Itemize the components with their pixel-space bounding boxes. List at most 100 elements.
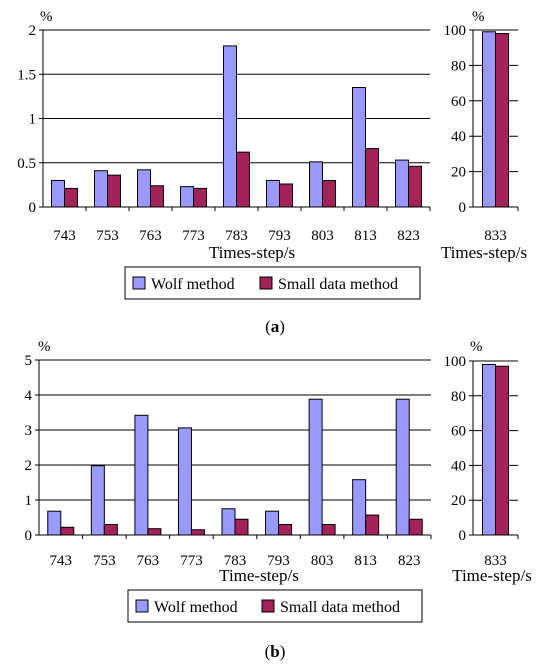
a-main-bar-wolf — [352, 87, 366, 208]
legend-a-wolf-swatch — [132, 276, 146, 290]
a-main-bar-small — [236, 151, 250, 208]
a-main-category-label: 753 — [96, 228, 119, 244]
b-main-bar-wolf — [395, 398, 410, 536]
b-main-ytick-label: 4 — [25, 388, 33, 404]
b-main-category-label: 773 — [180, 553, 203, 569]
a-main-bar-small — [279, 183, 293, 208]
a-main-bar-wolf — [309, 161, 323, 208]
caption-a-text: (a) — [265, 317, 285, 336]
a-main-category-label: 773 — [182, 228, 205, 244]
legend-b-small-label: Small data method — [280, 599, 400, 616]
legend-a-small-label: Small data method — [278, 276, 398, 293]
legend-b: Wolf method Small data method — [127, 589, 423, 623]
caption-a-text-letter: a — [271, 317, 280, 336]
caption-a-text-open: ( — [265, 317, 271, 336]
caption-b-text: (b) — [265, 642, 286, 661]
b-main-x-axis-label: Time-step/s — [219, 566, 299, 585]
caption-b-text-letter: b — [270, 642, 279, 661]
b-main-bar-wolf — [352, 479, 367, 536]
b-main-category-label: 793 — [267, 553, 290, 569]
b-main-category-label: 813 — [354, 553, 377, 569]
a-main-x-axis-label: Times-step/s — [209, 243, 295, 262]
a-inset-bar-small — [495, 33, 509, 208]
panel-a-main-chart: 0 0.5 1 1.5 2% 743 753 763 773 783 793 803 813 823 Tim… — [17, 9, 431, 262]
b-main-category-label: 823 — [398, 553, 421, 569]
legend-a-wolf-label: Wolf method — [151, 276, 235, 293]
b-inset-ytick-label: 100 — [444, 354, 467, 370]
legend-a: Wolf method Small data method — [124, 266, 421, 300]
b-main-bar-small — [147, 528, 162, 536]
b-main-bar-small — [103, 524, 118, 536]
b-inset-ytick-label: 60 — [451, 424, 466, 440]
a-main-ytick-label: 0.5 — [17, 156, 36, 172]
caption-b: (b) — [265, 642, 286, 661]
b-inset-ytick-label: 40 — [451, 458, 466, 474]
a-inset-x-axis-label: Times-step/s — [441, 243, 527, 262]
a-main-category-label: 813 — [354, 228, 377, 244]
a-main-ytick-label: 2 — [29, 23, 37, 39]
a-main-bar-wolf — [180, 186, 194, 208]
a-inset-ytick-label: 100 — [444, 23, 467, 39]
b-inset-bar-small — [495, 365, 509, 536]
b-main-ytick-label: 5 — [25, 353, 33, 369]
a-main-bar-small — [64, 187, 78, 208]
a-main-bar-small — [107, 174, 121, 208]
b-inset-category-label: 833 — [484, 553, 507, 569]
b-main-category-label: 763 — [137, 553, 160, 569]
a-main-ytick-label: 1.5 — [17, 67, 36, 83]
a-inset-bar-wolf — [482, 31, 496, 208]
b-main-bar-small — [60, 526, 75, 536]
b-inset-bar-wolf — [482, 363, 496, 536]
b-main-ytick-label: 3 — [25, 423, 33, 439]
a-main-bar-wolf — [51, 179, 65, 208]
panel-b-main-chart: 0 1 2 3 4 5% 743 753 763 773 783 793 803 813 823 Time-s… — [25, 339, 432, 585]
b-main-bar-small — [408, 518, 423, 536]
b-main-bar-small — [234, 518, 249, 536]
a-main-bar-wolf — [395, 159, 409, 208]
b-main-category-label: 743 — [50, 553, 73, 569]
b-inset-ytick-label: 0 — [459, 528, 467, 544]
a-main-bar-small — [150, 185, 164, 208]
a-inset-ytick-label: 40 — [451, 129, 466, 145]
b-main-bar-small — [278, 524, 293, 536]
b-main-bar-wolf — [308, 398, 323, 536]
a-main-bar-wolf — [223, 45, 237, 208]
caption-b-text-open: ( — [265, 642, 271, 661]
b-main-ytick-label: 2 — [25, 458, 33, 474]
b-main-unit-label: % — [38, 339, 51, 355]
a-main-bar-small — [408, 165, 422, 208]
b-main-bar-small — [190, 529, 205, 536]
a-inset-ytick-label: 20 — [451, 165, 466, 181]
b-main-category-label: 803 — [311, 553, 334, 569]
caption-b-text-close: ) — [280, 642, 286, 661]
a-inset-ytick-label: 80 — [451, 58, 466, 74]
b-main-bar-small — [365, 514, 380, 536]
b-main-category-label: 753 — [93, 553, 116, 569]
a-main-bar-small — [365, 148, 379, 208]
b-main-bar-wolf — [47, 510, 62, 536]
a-main-ytick-label: 0 — [29, 200, 37, 216]
a-main-unit-label: % — [40, 9, 53, 25]
b-main-category-label: 783 — [224, 553, 247, 569]
legend-b-wolf-swatch — [135, 599, 149, 613]
b-inset-ytick-label: 80 — [451, 389, 466, 405]
a-main-category-label: 823 — [397, 228, 420, 244]
a-main-category-label: 803 — [311, 228, 334, 244]
a-inset-ytick-label: 0 — [459, 200, 467, 216]
a-main-bar-wolf — [94, 170, 108, 208]
b-main-bar-wolf — [265, 510, 280, 536]
b-main-bar-small — [321, 524, 336, 536]
legend-b-frame — [127, 589, 423, 623]
legend-b-wolf-label: Wolf method — [154, 599, 238, 616]
legend-a-small-swatch — [259, 276, 273, 290]
a-main-bar-small — [322, 179, 336, 208]
a-main-ytick-label: 1 — [29, 112, 37, 128]
panel-a: 0 0.5 1 1.5 2% 743 753 763 773 783 793 803 813 823 Tim… — [17, 9, 527, 336]
panel-b: 0 1 2 3 4 5% 743 753 763 773 783 793 803 813 823 Time-s… — [25, 339, 532, 661]
a-main-bar-wolf — [137, 169, 151, 208]
b-main-ytick-label: 0 — [25, 528, 33, 544]
a-inset-unit-label: % — [472, 9, 485, 25]
